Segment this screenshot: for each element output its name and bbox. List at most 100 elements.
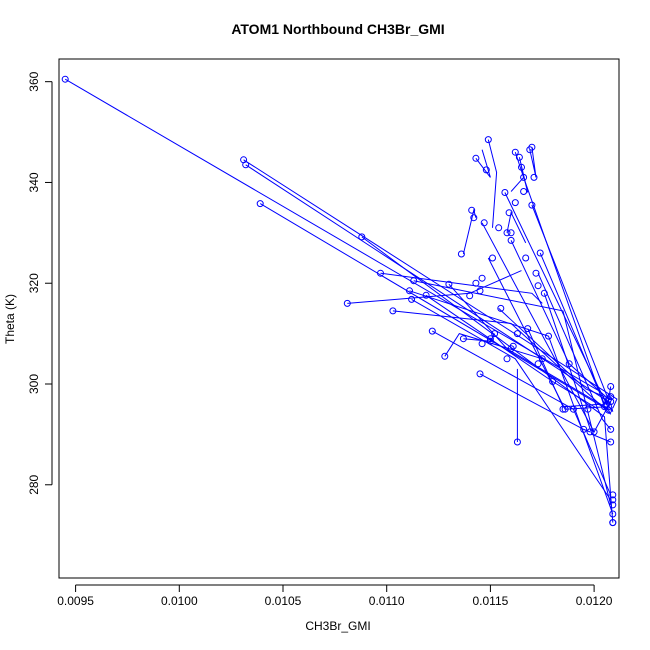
data-point [406,287,413,295]
data-point [609,519,617,527]
x-axis: 0.0095 0.0100 0.0105 0.0110 0.0115 0.0120 [57,584,613,608]
data-point [505,209,513,217]
series-points [61,75,617,527]
data-point [607,393,615,401]
x-tick-label: 0.0100 [161,594,198,608]
data-point [590,428,598,436]
data-point [507,229,515,237]
x-tick-label: 0.0115 [473,594,509,608]
series-line-segment [498,308,605,398]
data-point [534,282,542,290]
series-line-segment [510,240,609,400]
y-axis-label: Theta (K) [3,294,17,344]
data-point [565,360,573,368]
data-point [503,355,511,363]
data-point [256,200,264,208]
series-line-segment [411,298,612,501]
data-point [501,189,509,196]
data-point [532,269,540,277]
data-point [509,342,517,350]
data-point [524,325,532,333]
data-point [520,173,528,181]
data-point [503,229,511,237]
data-point [580,425,588,433]
data-point [534,360,542,368]
data-point [358,233,366,241]
data-point [530,173,538,181]
series-line-segment [510,152,525,192]
data-point [520,188,528,195]
data-point [559,405,567,413]
data-point [476,370,484,378]
data-point [528,201,536,209]
y-tick-label: 360 [27,71,41,91]
series-line-segment [487,257,607,410]
x-tick-label: 0.0110 [369,594,405,608]
x-tick-label: 0.0095 [57,594,94,608]
data-point [545,332,552,340]
data-point [489,254,496,262]
data-point [605,406,613,414]
data-point [607,383,615,390]
data-point [549,378,557,385]
data-point [422,291,430,299]
series-line-segment [504,192,612,406]
data-point [586,428,594,436]
data-point [491,330,499,338]
data-point [377,269,384,277]
y-tick-label: 300 [27,374,41,394]
data-point [484,136,492,144]
data-point [480,219,488,227]
data-point [459,335,467,343]
series-line-segment [425,294,599,410]
data-point [513,330,521,338]
data-point [61,75,69,83]
chart-title: ATOM1 Northbound CH3Br_GMI [231,21,444,37]
data-point [389,307,397,315]
data-point [609,510,617,518]
series-line-segment [475,149,491,178]
data-point [476,287,484,295]
data-point [607,398,615,406]
data-point [561,405,569,413]
data-point [584,405,592,413]
data-point [513,438,521,446]
series-line-segment [506,211,527,244]
data-point [495,224,503,232]
y-tick-label: 320 [27,273,41,293]
data-point [507,236,515,244]
series-line-segment [479,373,591,433]
data-point [343,299,351,307]
series-line-segment [537,272,612,430]
data-point [607,438,615,446]
series-line-segment [64,78,612,410]
series-line-segment [413,280,612,506]
data-point [522,254,530,262]
data-point [478,274,486,282]
y-tick-label: 280 [27,474,41,494]
data-point [528,143,536,151]
data-point [408,295,416,303]
data-point [497,304,505,312]
y-axis: 280 300 320 340 360 [27,71,53,495]
data-point [478,340,486,348]
series-lines [64,78,618,523]
series-line-segment [487,139,498,228]
data-point [466,292,474,300]
series-line-segment [462,208,477,255]
data-point [472,154,480,162]
data-point [511,148,519,156]
data-point [538,355,546,363]
series-line-segment [245,164,614,412]
y-tick-label: 340 [27,172,41,192]
data-point [445,280,453,288]
series-line-segment [448,283,611,411]
series-line-segment [481,222,612,433]
data-point [536,249,544,257]
x-tick-label: 0.0120 [576,594,613,608]
series-line-segment [243,159,618,409]
series-line-segment [529,147,537,178]
data-point [428,327,436,335]
data-point [482,166,490,174]
data-point [609,496,617,504]
